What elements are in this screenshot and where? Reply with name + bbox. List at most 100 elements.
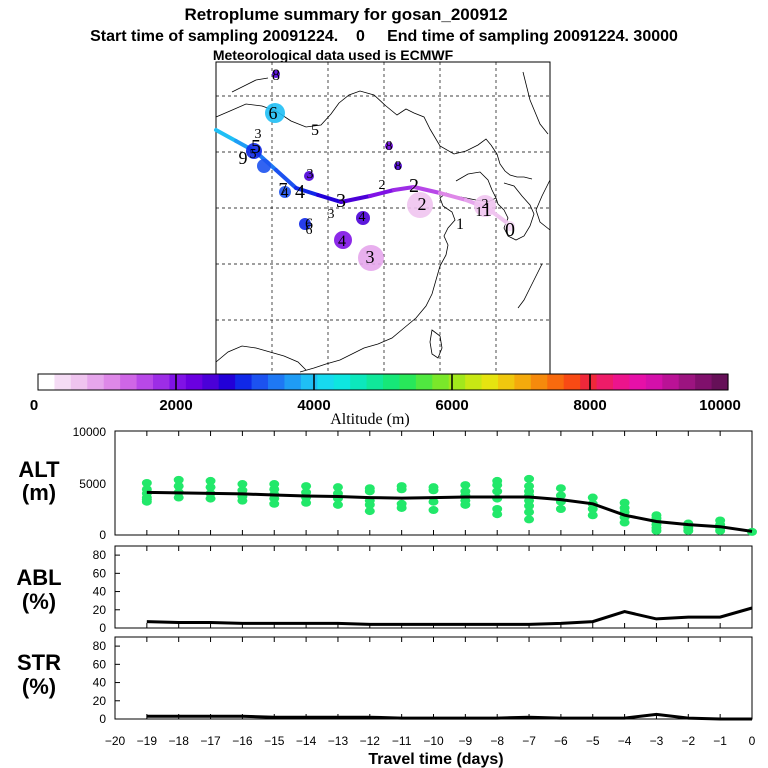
alt-point	[205, 476, 216, 485]
alt-point	[492, 476, 503, 485]
alt-point	[524, 508, 535, 517]
trajectory-marker	[272, 70, 280, 78]
x-tick-label: −9	[459, 734, 473, 748]
alt-point	[587, 511, 598, 520]
alt-scatter-points	[141, 474, 757, 536]
alt-point	[141, 495, 152, 504]
figure-title: Retroplume summary for gosan_200912	[184, 5, 507, 24]
colorbar-cell	[38, 374, 56, 390]
day-label: 0	[505, 219, 515, 241]
alt-point	[715, 516, 726, 525]
x-tick-label: −5	[586, 734, 600, 748]
x-tick-label: −3	[650, 734, 664, 748]
alt-point	[141, 479, 152, 487]
trajectory-marker	[505, 221, 515, 231]
colorbar-cell	[383, 374, 401, 390]
day-label: 6	[306, 223, 313, 238]
colorbar-cell	[465, 374, 483, 390]
colorbar-cell	[629, 374, 647, 390]
trajectory-marker	[407, 192, 433, 218]
colorbar-cell	[268, 374, 286, 390]
alt-point	[619, 498, 630, 507]
day-label: 2	[418, 194, 427, 214]
day-label: 1	[476, 205, 483, 220]
day-label: 3	[307, 167, 314, 182]
day-label: 2	[409, 175, 419, 197]
colorbar-cell	[120, 374, 138, 390]
colorbar-axis-label: Altitude (m)	[330, 411, 410, 428]
abl-panel: ABL (%) 0 20 40 60 80	[16, 545, 753, 635]
day-label: 4	[359, 210, 366, 225]
y-tick-label: 0	[99, 621, 106, 635]
alt-point	[555, 491, 566, 500]
colorbar-cell	[202, 374, 220, 390]
day-label: 6	[305, 216, 313, 233]
trajectory-marker	[334, 231, 352, 249]
colorbar-cell	[432, 374, 450, 390]
alt-point	[237, 486, 248, 495]
day-label: 2	[379, 178, 386, 193]
x-tick-label: −1	[713, 734, 727, 748]
x-tick-label: −11	[392, 734, 412, 748]
colorbar-cell	[54, 374, 72, 390]
day-label: 9	[239, 148, 248, 168]
str-ylabel-units: (%)	[22, 674, 56, 699]
y-tick-label: 0	[99, 712, 106, 726]
day-label: 3	[336, 190, 346, 212]
trajectory-day-labels: 0 1 2 3 4 5 6 7 8 9 1 2 3 4 5 6 8 3 8 3 …	[239, 67, 516, 267]
colorbar-cell	[153, 374, 171, 390]
abl-line	[146, 606, 753, 626]
str-ylabel: STR	[17, 650, 61, 675]
alt-point	[237, 480, 248, 489]
abl-ylabel-units: (%)	[22, 589, 56, 614]
y-tick-label: 40	[93, 676, 107, 690]
colorbar-cell	[399, 374, 417, 390]
trajectory-segment	[339, 194, 372, 204]
alt-ytick-label: 10000	[73, 425, 107, 439]
day-label: 3	[255, 127, 262, 142]
colorbar-cell	[678, 374, 696, 390]
alt-point	[555, 505, 566, 513]
day-label: 4	[338, 233, 346, 250]
alt-point	[524, 474, 535, 483]
day-label: 8	[272, 67, 280, 84]
colorbar-cell	[87, 374, 105, 390]
x-tick-label: −8	[490, 734, 504, 748]
colorbar-tick-label: 6000	[435, 397, 468, 414]
colorbar-cell	[580, 374, 598, 390]
colorbar-tick-label: 0	[30, 397, 38, 414]
day-label: 8	[395, 159, 402, 174]
day-label: 1	[456, 216, 464, 233]
colorbar-cell	[136, 374, 154, 390]
x-tick-label: −14	[296, 734, 317, 748]
colorbar-cell	[317, 374, 335, 390]
trajectory-marker	[474, 195, 496, 217]
trajectory-marker	[304, 171, 314, 181]
x-tick-label: −17	[200, 734, 221, 748]
colorbar-cell	[514, 374, 532, 390]
colorbar-cell	[613, 374, 631, 390]
alt-point	[428, 506, 439, 515]
str-line	[146, 712, 752, 721]
abl-plot-frame	[114, 545, 753, 629]
trajectory-segment	[316, 193, 343, 204]
y-tick-label: 60	[93, 657, 107, 671]
trajectory-segment	[274, 168, 298, 190]
colorbar-cell	[103, 374, 121, 390]
trajectory-marker	[246, 143, 262, 159]
colorbar-cell	[481, 374, 499, 390]
alt-point	[332, 483, 343, 492]
x-tick-label: −15	[264, 734, 285, 748]
trajectory-marker	[257, 159, 271, 173]
colorbar-cell	[563, 374, 581, 390]
alt-point	[492, 487, 503, 496]
trajectory-marker	[385, 142, 393, 150]
alt-point	[428, 497, 439, 506]
y-tick-label: 80	[93, 639, 107, 653]
x-tick-label: −19	[137, 734, 158, 748]
x-tick-label: −7	[522, 734, 536, 748]
colorbar-tick-label: 2000	[159, 397, 192, 414]
str-panel: STR (%) 0 20 40 60 80	[17, 636, 753, 726]
trajectory-marker	[265, 103, 285, 123]
